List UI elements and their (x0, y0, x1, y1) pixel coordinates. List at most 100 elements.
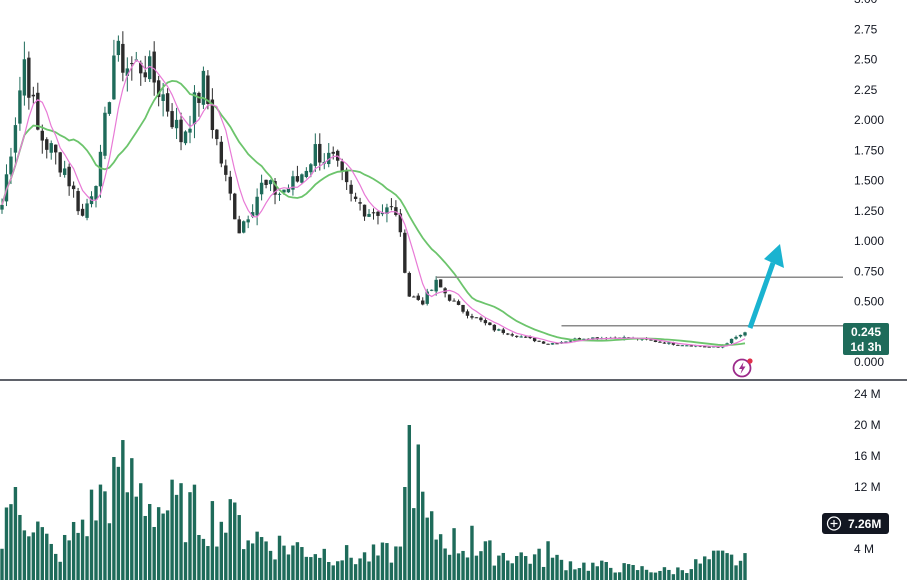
candle-body (456, 301, 461, 305)
candle-body (246, 219, 250, 223)
volume-bar (738, 560, 743, 580)
last-price-label: 0.245 1d 3h (843, 323, 889, 355)
candle-body (380, 212, 385, 215)
candle-body (318, 143, 322, 163)
volume-bar (327, 561, 331, 580)
candle-body (461, 304, 465, 312)
candle-body (412, 296, 416, 298)
volume-bar (523, 556, 528, 580)
volume-tick-label: 4 M (854, 542, 874, 556)
volume-bar (519, 552, 523, 580)
volume-bar (224, 532, 228, 580)
price-tick-label: 0.500 (854, 295, 884, 309)
volume-bar (331, 565, 335, 580)
add-icon[interactable] (826, 516, 842, 531)
volume-bar (398, 546, 403, 580)
candle-body (264, 179, 268, 185)
volume-bar (658, 570, 662, 580)
volume-bar (689, 569, 693, 580)
candle-body (367, 213, 371, 217)
volume-bar (371, 544, 376, 580)
volume-bar (134, 496, 138, 580)
candle-body (165, 93, 170, 112)
volume-bar (192, 484, 197, 580)
candle-body (488, 322, 492, 326)
candle-body (541, 341, 546, 344)
candle-body (0, 204, 4, 210)
volume-bar (492, 565, 497, 580)
candle-body (295, 176, 300, 182)
candle-body (259, 182, 264, 195)
volume-bar (626, 564, 631, 580)
volume-bar (183, 542, 188, 580)
arrow-head[interactable] (764, 244, 784, 268)
volume-bar (474, 555, 479, 580)
price-tick-label: 1.750 (854, 143, 884, 157)
candle-body (76, 191, 80, 212)
volume-bar (416, 444, 420, 580)
candle-body (139, 62, 143, 74)
volume-bar (148, 504, 152, 580)
volume-bar (559, 559, 564, 580)
candle-body (282, 189, 286, 193)
volume-bar (613, 572, 617, 580)
candle-body (501, 329, 506, 333)
candle-body (116, 40, 121, 56)
volume-bar (179, 483, 183, 580)
slow-moving-average-line (1, 79, 746, 346)
volume-bar (45, 533, 49, 580)
candle-body (107, 102, 112, 114)
volume-bar (268, 550, 273, 580)
candle-body (121, 43, 125, 73)
candle-body (421, 300, 425, 305)
volume-bar (443, 548, 447, 580)
candle-body (537, 340, 541, 342)
volume-bar (649, 572, 653, 580)
candle-body (447, 294, 452, 301)
candle-body (309, 164, 313, 173)
volume-bar (112, 456, 116, 580)
candle-body (685, 345, 689, 347)
volume-bar (58, 561, 62, 580)
volume-bar (264, 541, 268, 580)
candle-body (27, 57, 31, 98)
candle-body (497, 329, 501, 331)
candle-body (71, 185, 76, 190)
candle-body (277, 193, 282, 195)
candle-body (676, 344, 680, 346)
candle-body (362, 204, 367, 217)
volume-bar (662, 567, 667, 580)
volume-bar (197, 534, 201, 580)
volume-bar (125, 492, 130, 580)
volume-bar (246, 540, 250, 580)
candle-body (734, 336, 738, 339)
volume-bar (438, 534, 443, 580)
candle-body (54, 144, 58, 153)
lightning-icon[interactable] (732, 358, 753, 378)
arrow-shaft[interactable] (747, 262, 776, 329)
candle-body (671, 342, 676, 345)
volume-bar (98, 484, 103, 580)
volume-bar (367, 561, 371, 580)
price-tick-label: 1.250 (854, 204, 884, 218)
volume-bar (452, 528, 456, 580)
candle-body (438, 279, 443, 288)
candle-body (653, 340, 658, 343)
volume-bar (667, 569, 671, 580)
volume-bar (425, 517, 429, 580)
volume-bar (447, 554, 452, 580)
volume-bar (188, 492, 192, 580)
volume-bar (277, 535, 282, 580)
volume-bar (600, 560, 604, 580)
volume-bar (143, 515, 147, 580)
price-tick-label: 1.000 (854, 234, 884, 248)
candle-body (174, 119, 179, 129)
candle-body (192, 92, 197, 125)
candle-body (228, 176, 232, 194)
volume-bar (729, 554, 734, 580)
volume-bar (107, 523, 112, 580)
volume-bar (170, 479, 174, 580)
volume-bar (456, 553, 461, 580)
